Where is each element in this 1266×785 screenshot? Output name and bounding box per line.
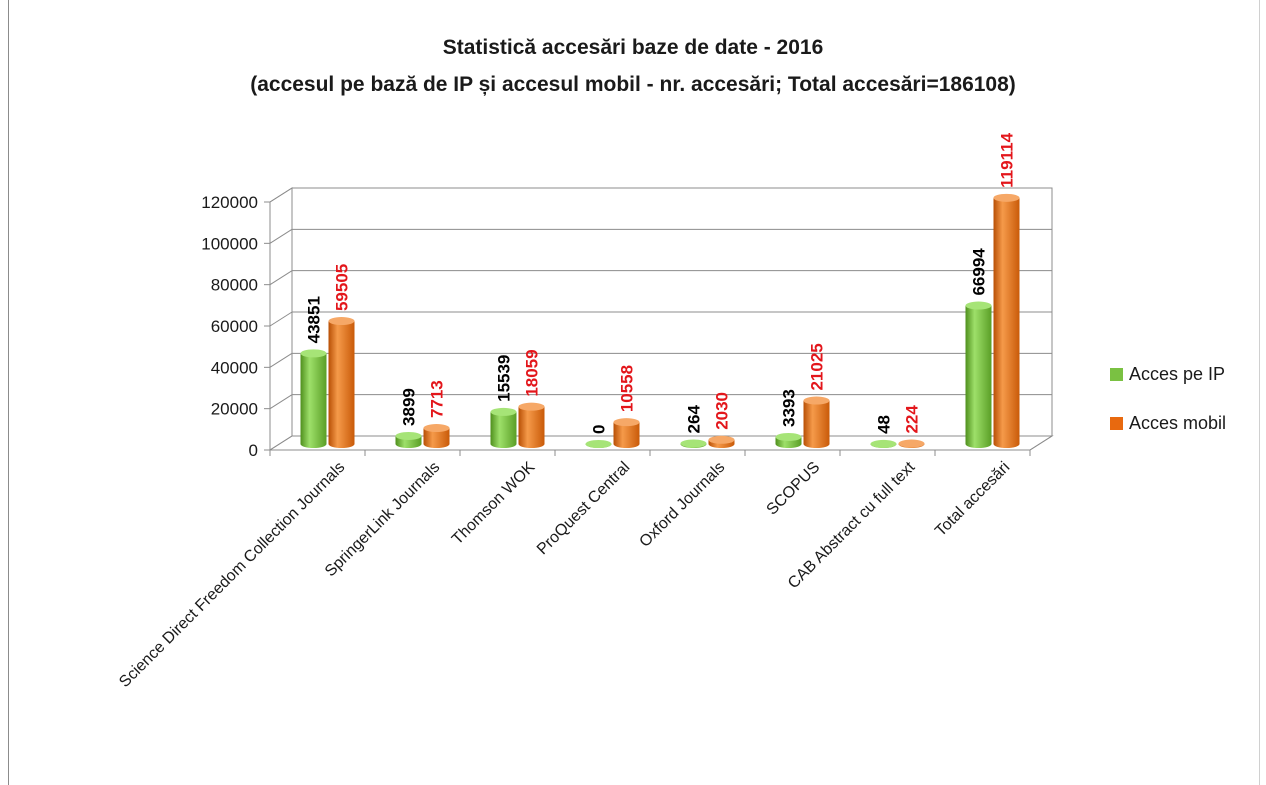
bar-cap: [898, 439, 925, 448]
data-label: 7713: [428, 380, 447, 418]
bar-body: [803, 400, 830, 448]
data-label: 3393: [780, 389, 799, 427]
y-tick-label: 120000: [201, 193, 258, 212]
bar: [585, 440, 612, 448]
bar-body: [993, 197, 1020, 448]
legend-label-mobil: Acces mobil: [1129, 412, 1227, 433]
bar: [300, 349, 327, 448]
gridline-side: [269, 228, 293, 244]
data-label: 59505: [333, 264, 352, 311]
gridline-side: [269, 352, 293, 368]
legend-swatch-mobil: [1110, 416, 1123, 430]
data-label: 66994: [970, 248, 989, 296]
x-tick-label: ProQuest Central: [534, 459, 633, 558]
chart-title: Statistică accesări baze de date - 2016: [442, 36, 824, 59]
data-label: 119114: [998, 132, 1017, 187]
bar-cap: [490, 407, 517, 416]
gridline-side: [269, 311, 293, 327]
bar: [395, 431, 422, 448]
y-tick-label: 40000: [211, 358, 258, 377]
chart-subtitle: (accesul pe bază de IP și accesul mobil …: [250, 73, 1016, 96]
data-label: 224: [903, 405, 922, 434]
legend-swatch-ip: [1110, 367, 1123, 381]
bar: [613, 418, 640, 448]
bar: [870, 439, 897, 448]
y-axis: 0 20000 40000 60000 80000 100000 120000: [201, 193, 271, 460]
bar-body: [490, 411, 517, 448]
bar-cap: [993, 193, 1020, 202]
bar-cap: [300, 349, 327, 358]
data-label: 21025: [808, 343, 827, 390]
data-label: 18059: [523, 349, 542, 396]
legend-item-acces-ip: Acces pe IP: [1110, 362, 1225, 386]
bar-cap: [680, 439, 707, 448]
data-label: 2030: [713, 392, 732, 430]
data-label: 264: [685, 405, 704, 434]
bar: [423, 424, 450, 448]
bar-cap: [708, 435, 735, 444]
bar-cap: [965, 301, 992, 310]
floor: [268, 435, 1054, 451]
x-tick-label: Thomson WOK: [449, 459, 539, 549]
bar-cap: [423, 424, 450, 433]
plot-walls: [268, 187, 1054, 451]
x-tick-label: Science Direct Freedom Collection Journa…: [116, 459, 348, 691]
x-tick-label: Total accesări: [932, 459, 1013, 540]
bar: [898, 439, 925, 448]
x-tick-label: Oxford Journals: [636, 459, 728, 551]
bar: [708, 435, 735, 448]
bar: [518, 402, 545, 448]
y-tick-label: 0: [249, 441, 258, 460]
bar-body: [518, 406, 545, 448]
y-tick-label: 60000: [211, 317, 258, 336]
bar: [328, 317, 355, 448]
x-axis: Science Direct Freedom Collection Journa…: [116, 435, 1053, 691]
gridline-side: [269, 270, 293, 286]
legend-item-acces-mobil: Acces mobil: [1110, 411, 1226, 435]
data-labels-layer: 43851 59505 3899 7713 15539 18059 0 10558 264 203…: [305, 132, 1017, 434]
y-tick-label: 20000: [211, 400, 258, 419]
data-label: 48: [875, 415, 894, 434]
bar-cap: [328, 317, 355, 326]
data-label: 3899: [400, 388, 419, 426]
bar-cap: [803, 396, 830, 405]
bar-body: [613, 422, 640, 448]
bar-cap: [613, 418, 640, 427]
bar-body: [328, 321, 355, 448]
data-label: 15539: [495, 355, 514, 402]
bars-layer: [300, 193, 1020, 448]
bar-cap: [775, 432, 802, 441]
chart-frame: [8, 0, 1260, 785]
bar-body: [423, 428, 450, 448]
bar: [965, 301, 992, 448]
gridline-side: [269, 394, 293, 410]
bar: [993, 193, 1020, 448]
bar-cap: [585, 440, 612, 448]
bar-body: [300, 353, 327, 448]
bar: [803, 396, 830, 448]
bar-cap: [518, 402, 545, 411]
bar-body: [965, 305, 992, 448]
bar-cap: [395, 431, 422, 440]
y-tick-label: 100000: [201, 234, 258, 253]
data-label: 0: [590, 425, 609, 434]
x-tick-label: SCOPUS: [764, 459, 824, 519]
y-tick-label: 80000: [211, 276, 258, 295]
bar: [775, 432, 802, 448]
bar: [490, 407, 517, 448]
data-label: 43851: [305, 296, 324, 343]
gridline-side: [269, 187, 293, 203]
data-label: 10558: [618, 365, 637, 412]
floor-edge: [1029, 435, 1053, 451]
bar: [680, 439, 707, 448]
legend-label-ip: Acces pe IP: [1129, 363, 1226, 384]
bar-cap: [870, 439, 897, 448]
